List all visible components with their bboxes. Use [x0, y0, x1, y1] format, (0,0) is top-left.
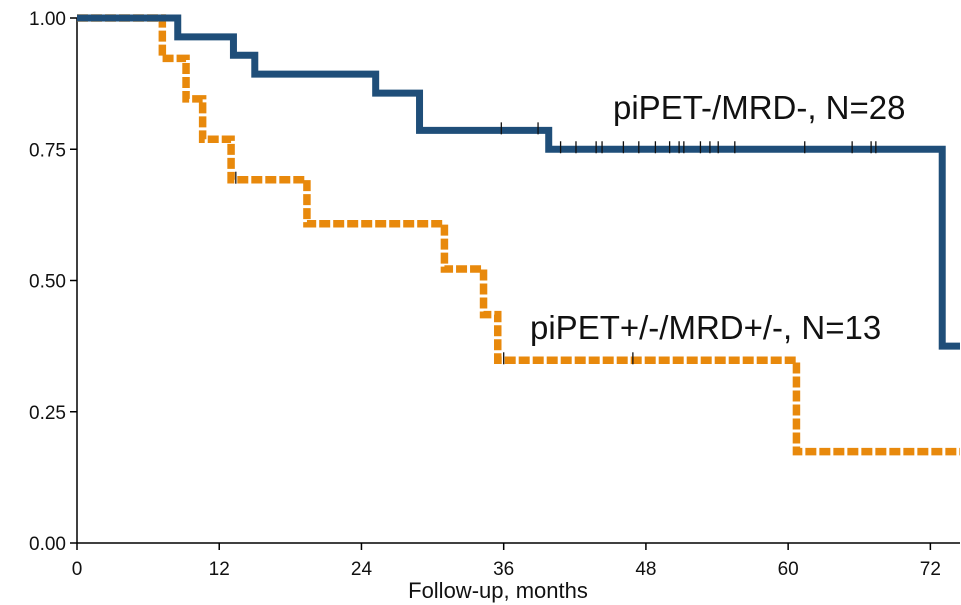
y-tick-label: 0.25 [29, 403, 66, 424]
x-axis-title: Follow-up, months [408, 578, 588, 603]
y-ticks: 0.00 0.25 0.50 0.75 1.00 [29, 9, 77, 555]
series-label-pipet-pos: piPET+/-/MRD+/-, N=13 [530, 309, 881, 346]
x-tick-label: 24 [351, 559, 373, 580]
y-tick-label: 0.50 [29, 272, 66, 293]
x-tick-label: 36 [493, 559, 514, 580]
y-tick-label: 0.75 [29, 140, 66, 161]
y-tick-label: 0.00 [29, 534, 66, 555]
series-label-pipet-neg: piPET-/MRD-, N=28 [613, 89, 906, 126]
series-layer [77, 14, 960, 456]
x-ticks: 0 12 24 36 48 60 72 [72, 543, 941, 580]
x-tick-label: 72 [920, 559, 941, 580]
x-tick-label: 12 [209, 559, 230, 580]
axes: 0.00 0.25 0.50 0.75 1.00 0 12 24 36 48 60 72 [29, 9, 960, 580]
x-tick-label: 0 [72, 559, 83, 580]
x-tick-label: 48 [635, 559, 656, 580]
series-line [77, 14, 960, 350]
series-0 [77, 14, 960, 350]
series-line [77, 14, 960, 456]
y-tick-label: 1.00 [29, 9, 66, 30]
series-1 [77, 14, 960, 456]
x-tick-label: 60 [778, 559, 799, 580]
